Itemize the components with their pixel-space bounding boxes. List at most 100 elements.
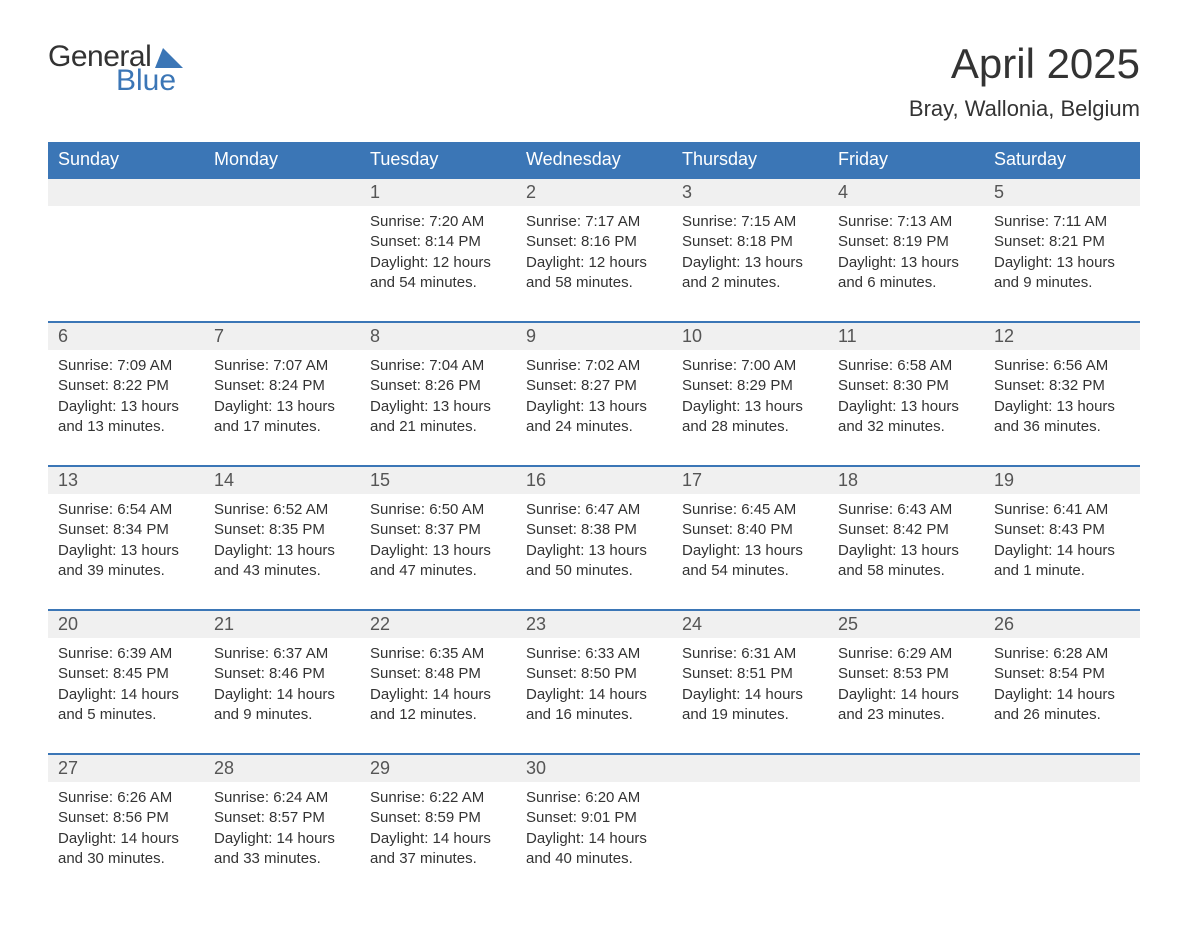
- logo: General Blue: [48, 40, 183, 98]
- day-number: [984, 755, 1140, 782]
- day-cell: 28Sunrise: 6:24 AMSunset: 8:57 PMDayligh…: [204, 754, 360, 897]
- day-cell: 21Sunrise: 6:37 AMSunset: 8:46 PMDayligh…: [204, 610, 360, 754]
- sunrise-line: Sunrise: 6:54 AM: [58, 500, 194, 520]
- day-content: [48, 206, 204, 240]
- sunset-line: Sunset: 8:57 PM: [214, 808, 350, 828]
- sunrise-line: Sunrise: 6:58 AM: [838, 356, 974, 376]
- sunset-line: Sunset: 8:46 PM: [214, 664, 350, 684]
- sunset-line: Sunset: 8:50 PM: [526, 664, 662, 684]
- sunrise-line: Sunrise: 6:35 AM: [370, 644, 506, 664]
- day-cell: 2Sunrise: 7:17 AMSunset: 8:16 PMDaylight…: [516, 178, 672, 322]
- day-number: 4: [828, 179, 984, 206]
- day-number: 13: [48, 467, 204, 494]
- day-number: [204, 179, 360, 206]
- daylight-line: Daylight: 14 hours and 26 minutes.: [994, 685, 1130, 726]
- day-content: Sunrise: 6:56 AMSunset: 8:32 PMDaylight:…: [984, 350, 1140, 465]
- day-content: Sunrise: 6:58 AMSunset: 8:30 PMDaylight:…: [828, 350, 984, 465]
- day-content: Sunrise: 6:29 AMSunset: 8:53 PMDaylight:…: [828, 638, 984, 753]
- daylight-line: Daylight: 13 hours and 43 minutes.: [214, 541, 350, 582]
- day-content: Sunrise: 7:17 AMSunset: 8:16 PMDaylight:…: [516, 206, 672, 321]
- sunset-line: Sunset: 8:40 PM: [682, 520, 818, 540]
- sunrise-line: Sunrise: 6:45 AM: [682, 500, 818, 520]
- day-content: Sunrise: 6:54 AMSunset: 8:34 PMDaylight:…: [48, 494, 204, 609]
- day-number: 5: [984, 179, 1140, 206]
- sunrise-line: Sunrise: 6:47 AM: [526, 500, 662, 520]
- sunrise-line: Sunrise: 7:00 AM: [682, 356, 818, 376]
- header: General Blue April 2025 Bray, Wallonia, …: [48, 40, 1140, 122]
- day-content: [828, 782, 984, 816]
- sunrise-line: Sunrise: 7:20 AM: [370, 212, 506, 232]
- day-cell: 20Sunrise: 6:39 AMSunset: 8:45 PMDayligh…: [48, 610, 204, 754]
- day-content: Sunrise: 7:02 AMSunset: 8:27 PMDaylight:…: [516, 350, 672, 465]
- daylight-line: Daylight: 13 hours and 54 minutes.: [682, 541, 818, 582]
- day-number: 9: [516, 323, 672, 350]
- day-cell: 14Sunrise: 6:52 AMSunset: 8:35 PMDayligh…: [204, 466, 360, 610]
- day-cell: 6Sunrise: 7:09 AMSunset: 8:22 PMDaylight…: [48, 322, 204, 466]
- sunrise-line: Sunrise: 6:24 AM: [214, 788, 350, 808]
- day-number: 6: [48, 323, 204, 350]
- day-number: [672, 755, 828, 782]
- sunrise-line: Sunrise: 6:26 AM: [58, 788, 194, 808]
- sunrise-line: Sunrise: 6:22 AM: [370, 788, 506, 808]
- sunset-line: Sunset: 8:34 PM: [58, 520, 194, 540]
- sunset-line: Sunset: 8:38 PM: [526, 520, 662, 540]
- sunset-line: Sunset: 8:16 PM: [526, 232, 662, 252]
- sunset-line: Sunset: 8:18 PM: [682, 232, 818, 252]
- daylight-line: Daylight: 14 hours and 19 minutes.: [682, 685, 818, 726]
- sunset-line: Sunset: 8:29 PM: [682, 376, 818, 396]
- day-content: Sunrise: 7:07 AMSunset: 8:24 PMDaylight:…: [204, 350, 360, 465]
- sunset-line: Sunset: 8:32 PM: [994, 376, 1130, 396]
- daylight-line: Daylight: 13 hours and 50 minutes.: [526, 541, 662, 582]
- day-number: 26: [984, 611, 1140, 638]
- day-number: [48, 179, 204, 206]
- daylight-line: Daylight: 13 hours and 58 minutes.: [838, 541, 974, 582]
- day-cell: [204, 178, 360, 322]
- day-cell: 8Sunrise: 7:04 AMSunset: 8:26 PMDaylight…: [360, 322, 516, 466]
- daylight-line: Daylight: 13 hours and 32 minutes.: [838, 397, 974, 438]
- location: Bray, Wallonia, Belgium: [909, 96, 1140, 122]
- day-content: Sunrise: 6:28 AMSunset: 8:54 PMDaylight:…: [984, 638, 1140, 753]
- day-number: 15: [360, 467, 516, 494]
- sunset-line: Sunset: 8:51 PM: [682, 664, 818, 684]
- day-of-week-row: SundayMondayTuesdayWednesdayThursdayFrid…: [48, 142, 1140, 178]
- day-cell: 1Sunrise: 7:20 AMSunset: 8:14 PMDaylight…: [360, 178, 516, 322]
- daylight-line: Daylight: 14 hours and 5 minutes.: [58, 685, 194, 726]
- day-cell: [672, 754, 828, 897]
- day-number: 29: [360, 755, 516, 782]
- day-number: [828, 755, 984, 782]
- day-cell: 26Sunrise: 6:28 AMSunset: 8:54 PMDayligh…: [984, 610, 1140, 754]
- day-content: Sunrise: 7:20 AMSunset: 8:14 PMDaylight:…: [360, 206, 516, 321]
- sunrise-line: Sunrise: 6:50 AM: [370, 500, 506, 520]
- dow-header: Sunday: [48, 142, 204, 178]
- day-content: [672, 782, 828, 816]
- daylight-line: Daylight: 13 hours and 9 minutes.: [994, 253, 1130, 294]
- day-cell: 24Sunrise: 6:31 AMSunset: 8:51 PMDayligh…: [672, 610, 828, 754]
- day-content: Sunrise: 6:24 AMSunset: 8:57 PMDaylight:…: [204, 782, 360, 897]
- day-content: Sunrise: 6:33 AMSunset: 8:50 PMDaylight:…: [516, 638, 672, 753]
- day-cell: 25Sunrise: 6:29 AMSunset: 8:53 PMDayligh…: [828, 610, 984, 754]
- title-block: April 2025 Bray, Wallonia, Belgium: [909, 40, 1140, 122]
- sunset-line: Sunset: 8:54 PM: [994, 664, 1130, 684]
- day-cell: 12Sunrise: 6:56 AMSunset: 8:32 PMDayligh…: [984, 322, 1140, 466]
- day-cell: 18Sunrise: 6:43 AMSunset: 8:42 PMDayligh…: [828, 466, 984, 610]
- day-content: Sunrise: 6:37 AMSunset: 8:46 PMDaylight:…: [204, 638, 360, 753]
- day-number: 16: [516, 467, 672, 494]
- day-content: Sunrise: 6:50 AMSunset: 8:37 PMDaylight:…: [360, 494, 516, 609]
- week-row: 1Sunrise: 7:20 AMSunset: 8:14 PMDaylight…: [48, 178, 1140, 322]
- sunset-line: Sunset: 8:14 PM: [370, 232, 506, 252]
- sunrise-line: Sunrise: 6:29 AM: [838, 644, 974, 664]
- sunrise-line: Sunrise: 6:33 AM: [526, 644, 662, 664]
- day-number: 11: [828, 323, 984, 350]
- day-number: 30: [516, 755, 672, 782]
- day-content: Sunrise: 6:35 AMSunset: 8:48 PMDaylight:…: [360, 638, 516, 753]
- day-content: Sunrise: 6:39 AMSunset: 8:45 PMDaylight:…: [48, 638, 204, 753]
- sunset-line: Sunset: 8:48 PM: [370, 664, 506, 684]
- day-number: 28: [204, 755, 360, 782]
- sunset-line: Sunset: 8:22 PM: [58, 376, 194, 396]
- day-content: Sunrise: 7:00 AMSunset: 8:29 PMDaylight:…: [672, 350, 828, 465]
- sunset-line: Sunset: 8:45 PM: [58, 664, 194, 684]
- day-content: Sunrise: 6:47 AMSunset: 8:38 PMDaylight:…: [516, 494, 672, 609]
- dow-header: Tuesday: [360, 142, 516, 178]
- daylight-line: Daylight: 13 hours and 24 minutes.: [526, 397, 662, 438]
- day-cell: 9Sunrise: 7:02 AMSunset: 8:27 PMDaylight…: [516, 322, 672, 466]
